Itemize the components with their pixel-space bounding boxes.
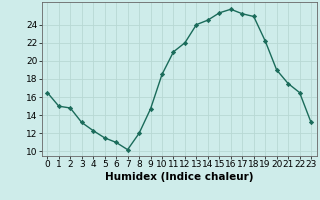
X-axis label: Humidex (Indice chaleur): Humidex (Indice chaleur) (105, 172, 253, 182)
